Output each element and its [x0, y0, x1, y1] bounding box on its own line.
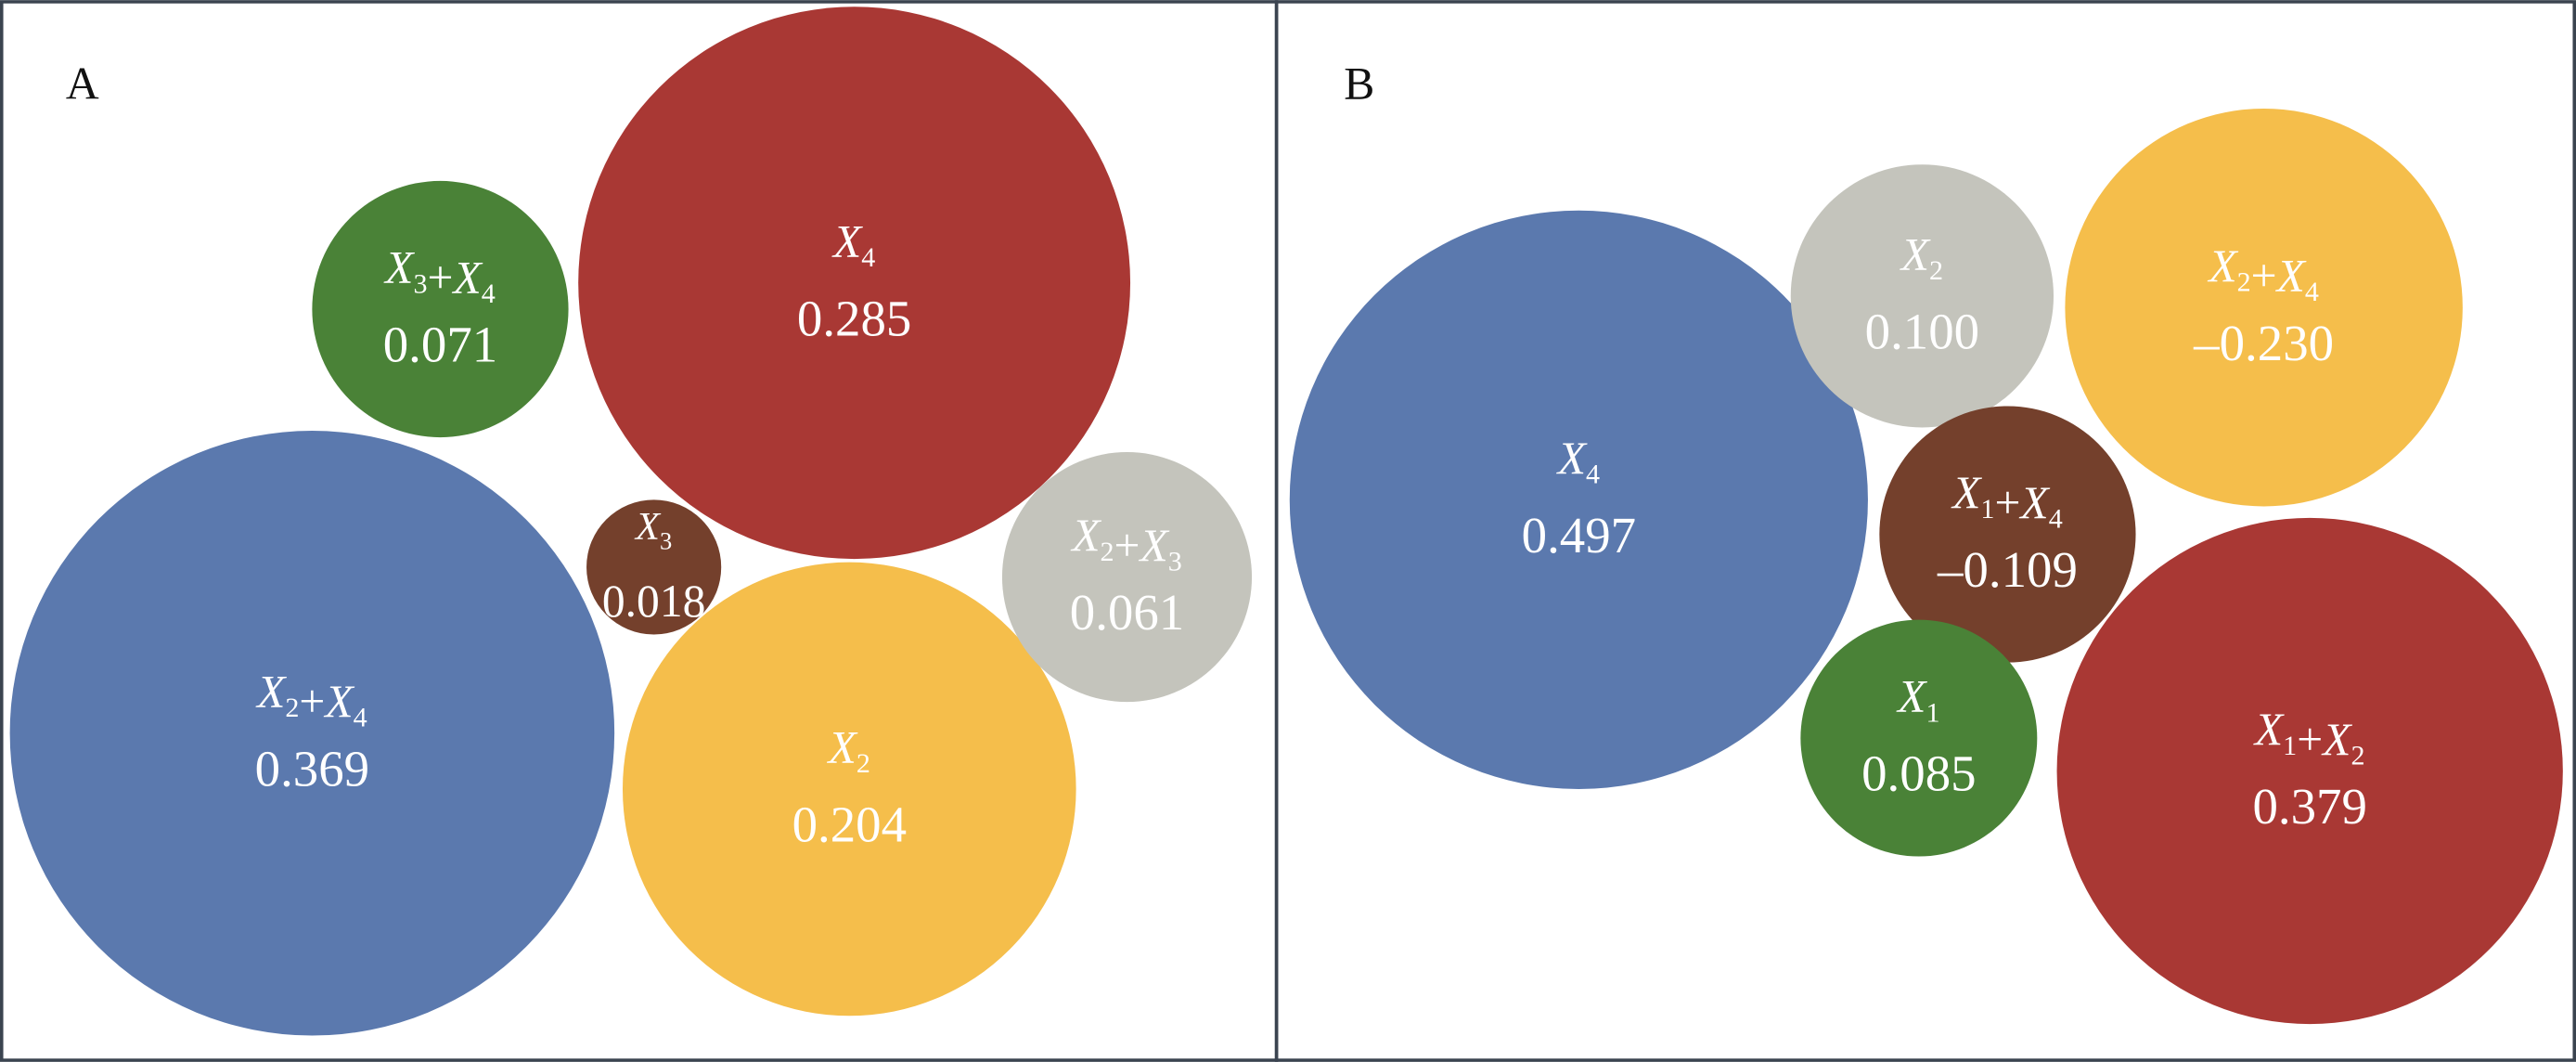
- bubble-variable-label: X1: [1896, 671, 1939, 729]
- bubble-circle: [9, 431, 615, 1036]
- bubble-b-x4: X4 0.497: [1289, 210, 1868, 789]
- bubble-value-label: 0.379: [2252, 778, 2366, 835]
- panel-a-label: A: [66, 58, 99, 109]
- bubble-a-x3: X3 0.018: [586, 499, 722, 635]
- bubble-circle: [578, 6, 1131, 560]
- bubble-circle: [1790, 164, 2054, 428]
- bubble-value-label: 0.204: [792, 796, 907, 853]
- bubble-b-x2: X2 0.100: [1790, 164, 2054, 428]
- bubble-value-label: 0.285: [797, 290, 911, 346]
- bubble-variable-label: X2+X3: [1070, 510, 1182, 576]
- bubble-circle: [622, 562, 1076, 1017]
- bubble-b-x1-plus-x2: X1+X2 0.379: [2056, 517, 2563, 1025]
- bubble-a-x2: X2 0.204: [622, 562, 1076, 1017]
- bubble-variable-label: X4: [831, 215, 875, 273]
- bubble-value-label: –0.109: [1937, 541, 2078, 598]
- bubble-value-label: 0.061: [1070, 584, 1184, 641]
- panel-b-frame: [1274, 0, 2576, 1062]
- bubble-b-x1-plus-x4: X1+X4 –0.109: [1879, 406, 2136, 663]
- bubble-value-label: 0.071: [383, 317, 497, 373]
- bubble-variable-label: X1+X2: [2253, 704, 2365, 771]
- bubble-a-x4: X4 0.285: [578, 6, 1131, 560]
- bubble-circle: [1289, 210, 1868, 789]
- bubble-b-x1: X1 0.085: [1800, 619, 2038, 857]
- bubble-variable-label: X4: [1556, 433, 1600, 490]
- bubble-variable-label: X2: [1900, 229, 1943, 287]
- bubble-circle: [586, 499, 722, 635]
- bubble-variable-label: X3: [634, 505, 672, 555]
- bubble-circle: [1879, 406, 2136, 663]
- bubble-variable-label: X2+X4: [255, 666, 367, 732]
- bubble-a-x2-plus-x4: X2+X4 0.369: [9, 431, 615, 1036]
- bubble-b-x2-plus-x4: X2+X4 –0.230: [2065, 109, 2463, 507]
- bubble-variable-label: X2+X4: [2207, 240, 2319, 307]
- bubble-value-label: –0.230: [2193, 315, 2334, 371]
- bubble-circle: [1001, 452, 1253, 703]
- panel-b-label: B: [1344, 58, 1374, 109]
- bubble-circle: [2056, 517, 2563, 1025]
- bubble-value-label: 0.085: [1861, 745, 1976, 802]
- bubble-a-x3-plus-x4: X3+X4 0.071: [312, 180, 569, 438]
- bubbles-group: X4 0.285 X3+X4 0.071 X2+X4 0.369 X3 0.018 X2 0.20…: [9, 6, 2563, 1036]
- bubble-value-label: 0.100: [1865, 303, 1979, 359]
- bubble-value-label: 0.369: [255, 740, 369, 796]
- bubble-circle: [1800, 619, 2038, 857]
- bubble-a-x2-plus-x3: X2+X3 0.061: [1001, 452, 1253, 703]
- bubble-circle: [312, 180, 569, 438]
- bubble-variable-label: X1+X4: [1951, 467, 2063, 534]
- bubble-circle: [2065, 109, 2463, 507]
- bubble-value-label: 0.497: [1522, 507, 1636, 563]
- bubble-variable-label: X3+X4: [383, 242, 496, 309]
- bubble-value-label: 0.018: [602, 576, 706, 627]
- bubble-variable-label: X2: [827, 722, 870, 780]
